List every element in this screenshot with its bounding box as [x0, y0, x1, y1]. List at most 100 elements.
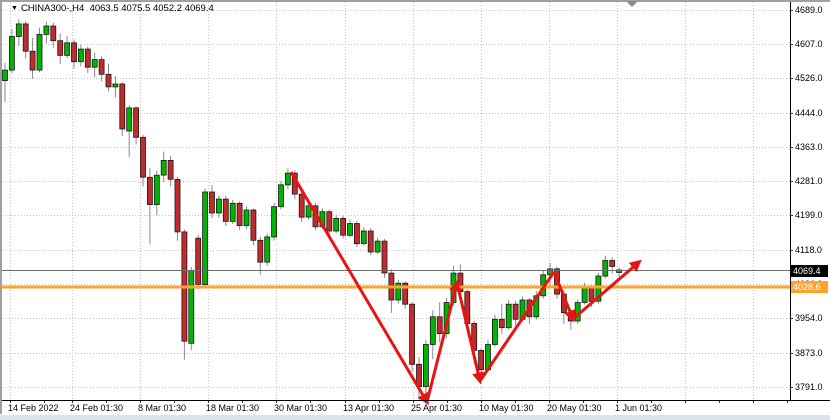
candle-up — [602, 260, 609, 277]
x-axis-label: 30 Mar 01:30 — [274, 403, 328, 413]
candle-down — [71, 42, 77, 63]
symbol-label: CHINA300-,H4 — [20, 3, 85, 14]
candle-up — [15, 23, 22, 37]
x-axis-label: 24 Feb 01:30 — [70, 403, 124, 413]
candle-down — [436, 316, 443, 334]
candle-up — [229, 202, 236, 222]
candle-down — [409, 303, 416, 365]
candle-up — [112, 83, 119, 88]
y-axis-label: 4118.0 — [795, 245, 822, 255]
window-bottom-strip — [0, 415, 830, 420]
candle-down — [381, 240, 388, 274]
candle-down — [478, 349, 485, 371]
candle-down — [222, 198, 229, 222]
x-axis-label: 25 Apr 01:30 — [411, 403, 463, 413]
candle-down — [84, 48, 91, 68]
candle-down — [512, 303, 519, 320]
window-top-border — [0, 0, 830, 2]
candle-down — [146, 176, 153, 206]
y-axis-label: 4689.0 — [795, 5, 823, 15]
candle-up — [305, 205, 312, 218]
candle-up — [188, 270, 195, 344]
candle-up — [78, 48, 84, 63]
candle-down — [588, 286, 595, 302]
candle-up — [333, 217, 340, 232]
candle-up — [395, 282, 402, 301]
candle-down — [498, 318, 505, 329]
y-axis-label: 4363.0 — [795, 142, 823, 152]
candle-up — [491, 318, 498, 345]
candle-up — [271, 206, 278, 238]
y-axis-label: 3791.0 — [795, 382, 823, 392]
candle-down — [326, 211, 333, 232]
candle-down — [98, 59, 105, 75]
trend-arrow[interactable] — [455, 282, 484, 385]
candle-down — [22, 23, 29, 52]
candle-up — [360, 230, 367, 245]
candle-up — [36, 34, 43, 71]
symbol-ohlc-header: ▼ CHINA300-,H4 4063.5 4075.5 4052.2 4069.… — [11, 3, 214, 14]
y-axis-label: 3954.0 — [795, 313, 823, 323]
y-axis-label: 4199.0 — [795, 210, 823, 220]
window-left-border — [0, 0, 2, 414]
x-axis-label: 8 Mar 01:30 — [138, 403, 187, 413]
candle-down — [209, 191, 215, 214]
trend-arrow[interactable] — [425, 279, 461, 403]
y-axis-label: 3873.0 — [795, 348, 823, 358]
y-axis-label: 4526.0 — [795, 73, 823, 83]
candle-up — [505, 303, 512, 329]
candle-up — [347, 223, 353, 236]
candle-down — [167, 159, 174, 180]
horizontal-line-price-badge: 4028.6 — [791, 281, 828, 293]
candle-down — [29, 50, 36, 71]
x-axis-label: 18 Mar 01:30 — [206, 403, 260, 413]
candle-down — [50, 25, 57, 42]
x-axis-label: 14 Feb 2022 — [8, 403, 59, 413]
x-axis-label: 1 Jun 01:30 — [615, 403, 663, 413]
candle-up — [160, 159, 167, 176]
chart-shift-marker-icon[interactable] — [626, 1, 638, 7]
candle-up — [581, 286, 588, 303]
candle-up — [91, 59, 98, 68]
candle-up — [126, 107, 133, 132]
candle-up — [215, 198, 222, 214]
candle-up — [264, 236, 271, 263]
candle-down — [57, 40, 64, 56]
candle-up — [429, 316, 436, 345]
x-axis-label: 20 May 01:30 — [547, 403, 602, 413]
candle-up — [43, 25, 50, 35]
candle-up — [284, 172, 291, 186]
candle-up — [595, 275, 602, 302]
current-price-badge: 4069.4 — [791, 264, 828, 277]
collapse-icon[interactable]: ▼ — [11, 5, 18, 12]
y-axis-label: 4281.0 — [795, 176, 823, 186]
candle-down — [174, 178, 181, 233]
candle-down — [353, 223, 360, 245]
y-axis-label: 4607.0 — [795, 39, 823, 49]
trend-arrow[interactable] — [552, 271, 576, 323]
x-axis-label: 13 Apr 01:30 — [343, 403, 395, 413]
candle-down — [340, 217, 347, 236]
y-axis-label: 4444.0 — [795, 108, 823, 118]
x-axis-label: 10 May 01:30 — [479, 403, 534, 413]
candle-down — [195, 237, 202, 285]
trend-arrow[interactable] — [572, 259, 642, 321]
candle-down — [298, 193, 305, 218]
candle-down — [119, 83, 126, 130]
candle-up — [243, 209, 250, 227]
candle-down — [133, 107, 140, 138]
trend-arrow[interactable] — [289, 171, 429, 406]
candle-up — [8, 36, 15, 71]
candle-down — [140, 136, 146, 178]
candle-up — [202, 191, 209, 285]
candle-up — [278, 184, 284, 208]
candle-down — [236, 202, 243, 227]
candle-up — [153, 174, 160, 205]
trend-arrow[interactable] — [478, 271, 556, 382]
candle-down — [257, 239, 264, 263]
candle-down — [402, 282, 409, 305]
candle-up — [2, 69, 8, 81]
candle-down — [609, 260, 616, 267]
